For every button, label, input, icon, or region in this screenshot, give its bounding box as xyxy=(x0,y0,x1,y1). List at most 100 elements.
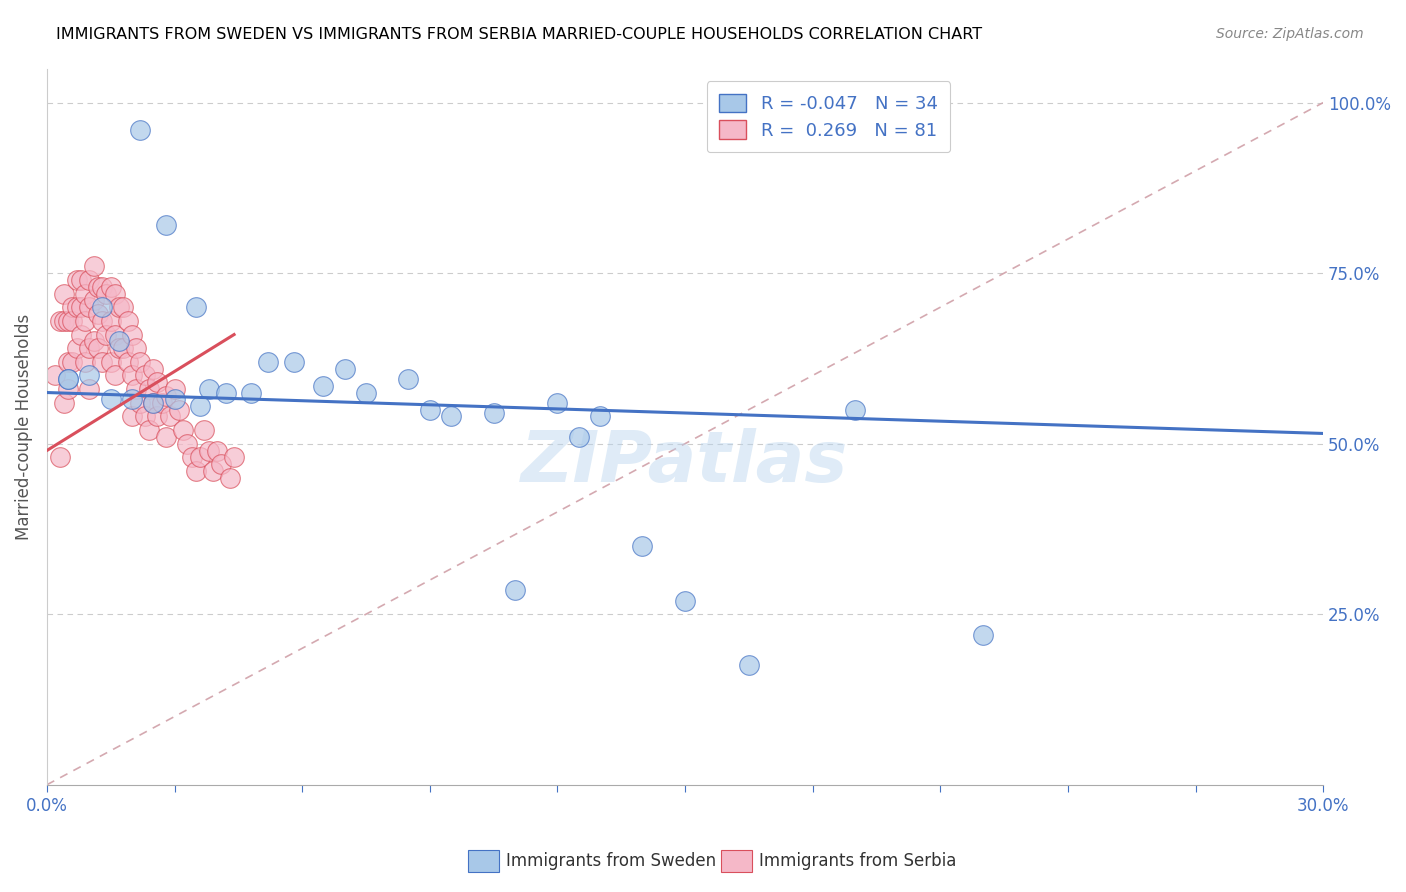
Point xyxy=(121,392,143,407)
Point xyxy=(589,409,612,424)
Point xyxy=(108,300,131,314)
Point xyxy=(79,368,101,383)
Point xyxy=(56,372,79,386)
Point xyxy=(631,539,654,553)
Point xyxy=(79,341,101,355)
Text: IMMIGRANTS FROM SWEDEN VS IMMIGRANTS FROM SERBIA MARRIED-COUPLE HOUSEHOLDS CORRE: IMMIGRANTS FROM SWEDEN VS IMMIGRANTS FRO… xyxy=(56,27,983,42)
Point xyxy=(142,396,165,410)
Point xyxy=(972,628,994,642)
Point xyxy=(193,423,215,437)
Point xyxy=(56,382,79,396)
Point xyxy=(180,450,202,465)
Point xyxy=(134,409,156,424)
Point xyxy=(62,300,84,314)
Point xyxy=(738,658,761,673)
Point xyxy=(100,280,122,294)
Point xyxy=(142,396,165,410)
Text: Immigrants from Serbia: Immigrants from Serbia xyxy=(759,852,956,870)
Point xyxy=(108,341,131,355)
Point xyxy=(87,307,110,321)
Point xyxy=(257,355,280,369)
Point xyxy=(70,300,93,314)
Point xyxy=(568,430,591,444)
Point xyxy=(146,409,169,424)
Point xyxy=(100,355,122,369)
Point xyxy=(66,341,89,355)
Point xyxy=(112,300,135,314)
Point xyxy=(91,280,114,294)
Point xyxy=(163,382,186,396)
Point xyxy=(209,457,232,471)
Point xyxy=(176,436,198,450)
Point xyxy=(312,378,335,392)
Point xyxy=(48,450,70,465)
Point xyxy=(240,385,263,400)
Point xyxy=(142,361,165,376)
Point xyxy=(91,314,114,328)
Point xyxy=(134,368,156,383)
Point xyxy=(138,382,160,396)
Point xyxy=(205,443,228,458)
Point xyxy=(79,273,101,287)
Point xyxy=(75,314,97,328)
Point xyxy=(125,382,148,396)
Point xyxy=(159,409,181,424)
Point xyxy=(163,392,186,407)
Point xyxy=(184,464,207,478)
Point xyxy=(48,314,70,328)
Y-axis label: Married-couple Households: Married-couple Households xyxy=(15,313,32,540)
Point xyxy=(91,355,114,369)
Point xyxy=(155,219,177,233)
Point xyxy=(419,402,441,417)
Text: Immigrants from Sweden: Immigrants from Sweden xyxy=(506,852,716,870)
Point xyxy=(104,327,127,342)
Point xyxy=(117,355,139,369)
Point xyxy=(218,471,240,485)
Point xyxy=(121,327,143,342)
Point xyxy=(129,355,152,369)
Point xyxy=(96,327,118,342)
Text: Source: ZipAtlas.com: Source: ZipAtlas.com xyxy=(1216,27,1364,41)
Point xyxy=(87,341,110,355)
Point xyxy=(96,286,118,301)
Point xyxy=(354,385,377,400)
Point xyxy=(66,273,89,287)
Point xyxy=(52,286,75,301)
Point xyxy=(214,385,236,400)
Point xyxy=(56,355,79,369)
Point xyxy=(129,396,152,410)
Point xyxy=(155,430,177,444)
Point xyxy=(83,334,105,349)
Point xyxy=(117,314,139,328)
Point xyxy=(79,300,101,314)
Point xyxy=(52,396,75,410)
Point xyxy=(503,583,526,598)
Point xyxy=(129,123,152,137)
Point xyxy=(112,341,135,355)
Point xyxy=(83,260,105,274)
Point xyxy=(167,402,190,417)
Point xyxy=(75,286,97,301)
Point xyxy=(155,389,177,403)
Point xyxy=(100,392,122,407)
Point xyxy=(56,372,79,386)
Point xyxy=(283,355,305,369)
Point xyxy=(56,314,79,328)
Point xyxy=(75,355,97,369)
Text: ZIPatlas: ZIPatlas xyxy=(522,428,849,497)
Point xyxy=(125,341,148,355)
Point xyxy=(104,286,127,301)
Point xyxy=(121,409,143,424)
Point xyxy=(62,314,84,328)
Point xyxy=(52,314,75,328)
Point xyxy=(197,443,219,458)
Point xyxy=(100,314,122,328)
Point xyxy=(546,396,568,410)
Point xyxy=(188,399,211,413)
Point xyxy=(66,300,89,314)
Point xyxy=(79,382,101,396)
Point xyxy=(184,300,207,314)
Point xyxy=(87,280,110,294)
Point xyxy=(844,402,866,417)
Point xyxy=(108,334,131,349)
